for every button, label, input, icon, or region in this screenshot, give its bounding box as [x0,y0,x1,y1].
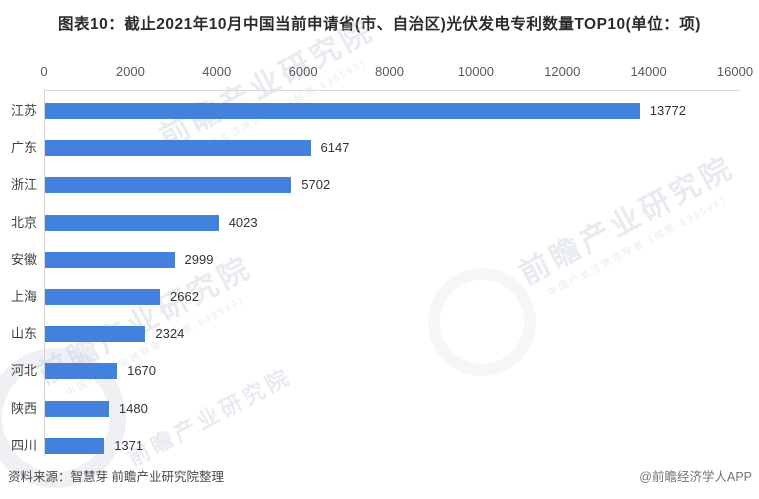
bar [45,401,109,417]
bar [45,103,640,119]
chart-title: 图表10：截止2021年10月中国当前申请省(市、自治区)光伏发电专利数量TOP… [58,16,701,33]
category-label: 山东 [10,326,37,341]
bar [45,215,219,231]
category-label: 广东 [10,140,37,155]
watermark-logo-ring [428,268,536,376]
x-axis-tick-label: 0 [40,64,48,79]
bar [45,363,118,379]
value-label: 1480 [118,401,148,416]
category-label: 上海 [10,289,37,304]
bar [45,289,160,305]
y-axis-line [44,90,45,456]
source-note: 资料来源：智慧芽 前瞻产业研究院整理 [8,470,224,484]
watermark-subtext: 中国产业咨询领导者（股票·839599） [546,192,735,300]
category-label: 四川 [10,438,37,453]
category-label: 北京 [10,215,37,230]
watermark: 前瞻产业研究院 中国产业咨询领导者（股票·839599） [510,143,748,307]
value-label: 1371 [114,438,144,453]
x-axis-tick-label: 14000 [630,64,667,79]
x-axis-tick-label: 2000 [115,64,145,79]
category-label: 河北 [10,363,37,378]
value-label: 6147 [320,140,350,155]
bar [45,177,292,193]
x-axis-tick-label: 16000 [716,64,754,79]
x-axis-line [44,90,740,91]
value-label: 13772 [649,103,686,118]
value-label: 2324 [155,326,185,341]
value-label: 2662 [170,289,199,304]
value-label: 2999 [184,252,214,267]
value-label: 5702 [301,177,331,192]
x-axis-tick-label: 8000 [375,64,404,79]
x-axis-tick-label: 6000 [288,64,318,79]
bar [45,252,175,268]
x-axis-tick-label: 10000 [457,64,494,79]
value-label: 4023 [228,215,258,230]
watermark-text: 前瞻产业研究院 [514,150,740,292]
category-label: 浙江 [10,177,37,192]
category-label: 安徽 [10,252,37,267]
bar [45,326,146,342]
x-axis-tick-label: 4000 [202,64,232,79]
credit-note: @前瞻经济学人APP [639,470,752,484]
bar [45,438,105,454]
category-label: 江苏 [10,103,37,118]
value-label: 1670 [127,363,157,378]
category-label: 陕西 [10,401,37,416]
x-axis-tick-label: 12000 [544,64,581,79]
bar [45,140,311,156]
